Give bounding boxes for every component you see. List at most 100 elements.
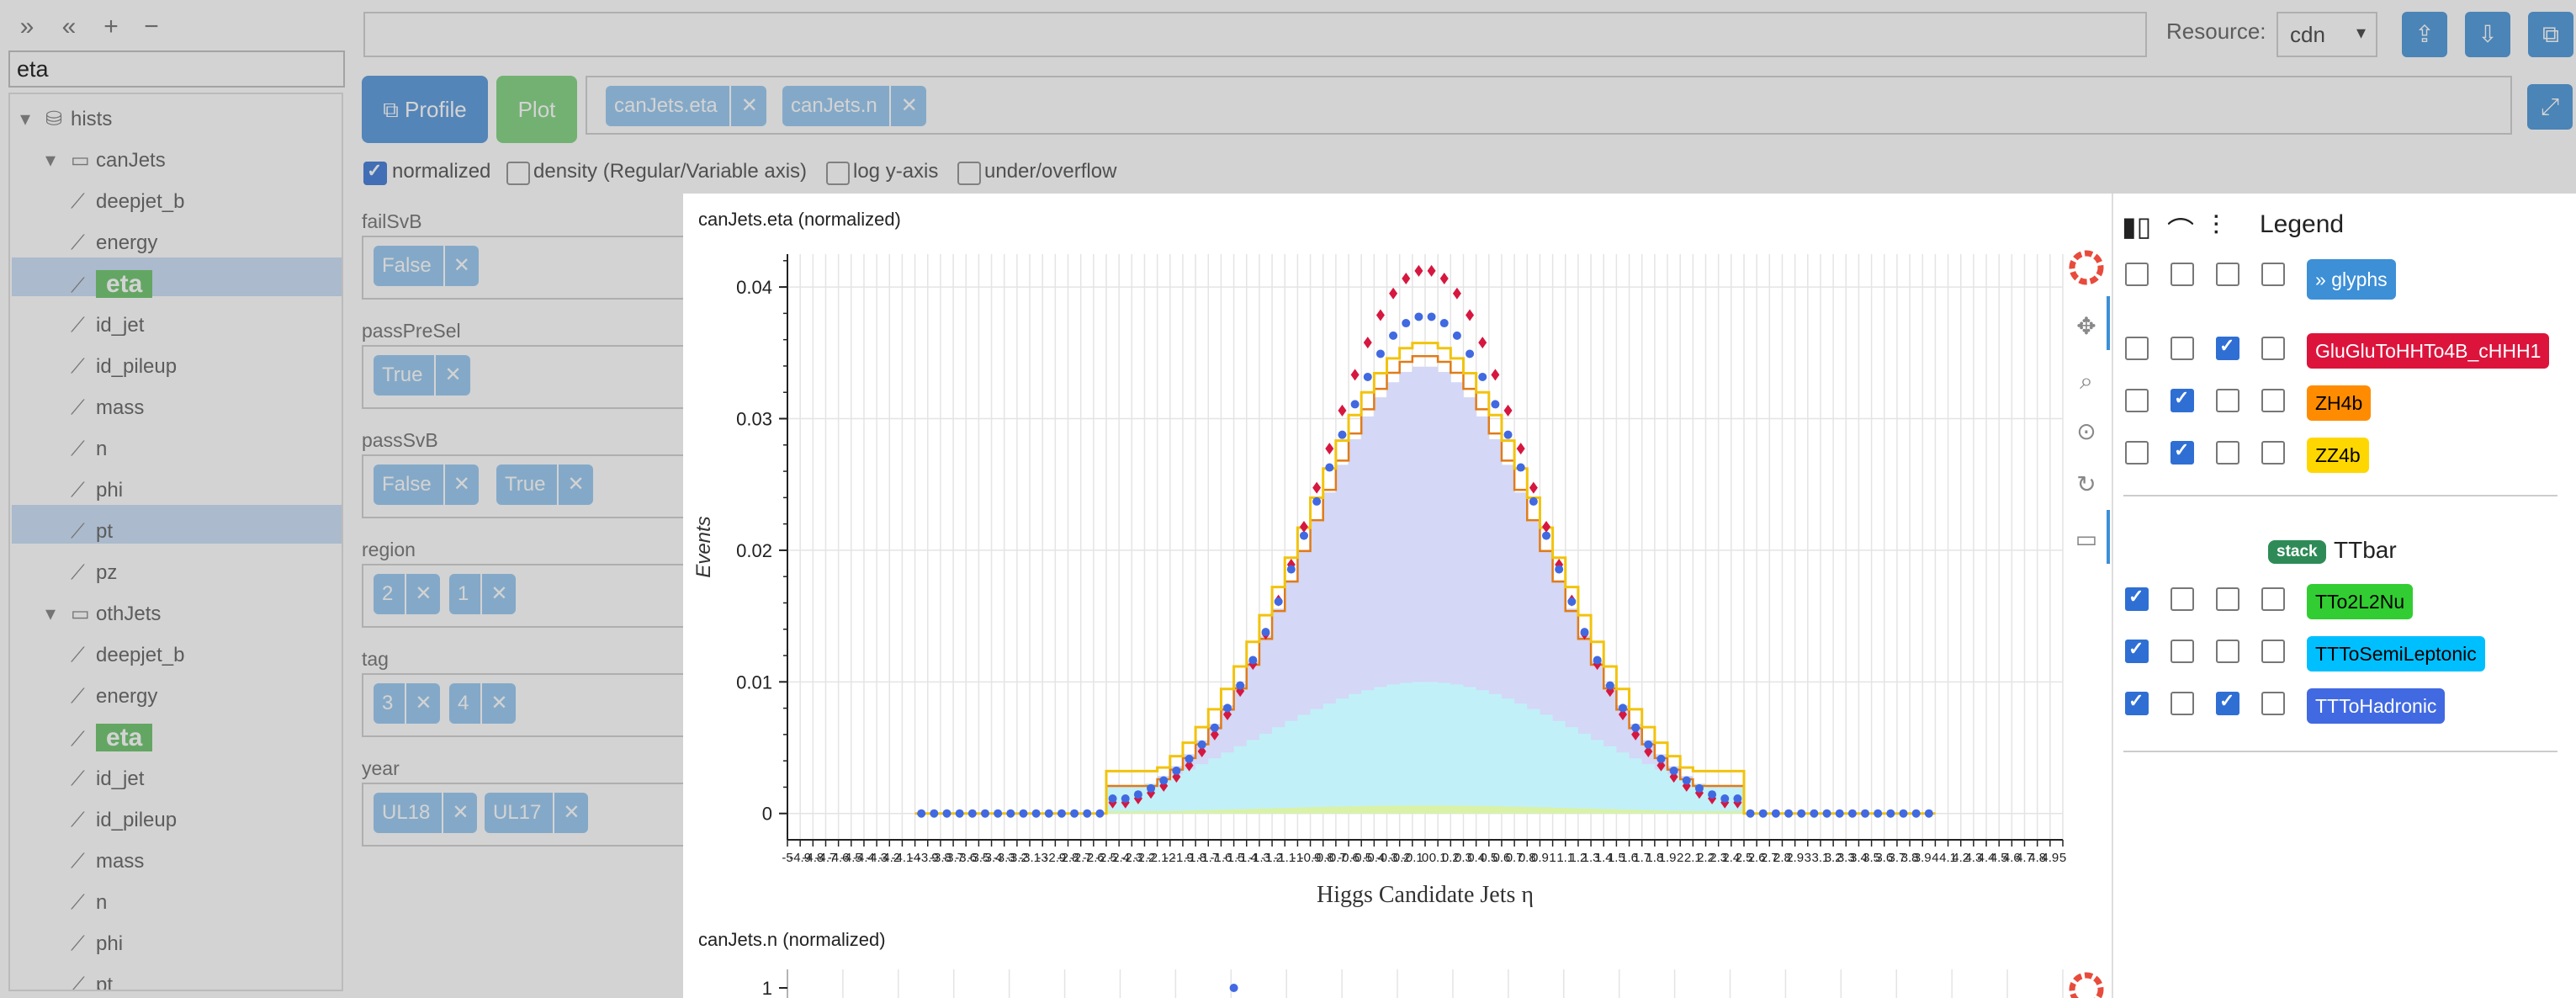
path-input[interactable]	[363, 12, 2147, 57]
tree-node-hist[interactable]: ⟋ deepjet_b	[71, 637, 184, 674]
filter-chip[interactable]: True ✕	[496, 464, 593, 505]
tree-node-hist[interactable]: ⟋ id_jet	[71, 307, 144, 344]
expand-all-icon[interactable]: «	[61, 13, 77, 40]
tree-node-hist[interactable]: ⟋ id_pileup	[71, 802, 177, 839]
legend-checkbox[interactable]	[2125, 389, 2149, 412]
legend-entry-ZH4b[interactable]: ZH4b	[2307, 385, 2372, 421]
filter-chip[interactable]: 3 ✕	[374, 683, 441, 724]
legend-checkbox[interactable]	[2216, 441, 2239, 464]
legend-checkbox[interactable]	[2261, 263, 2285, 286]
tree-node-hist[interactable]: ⟋ n	[71, 431, 107, 468]
legend-checkbox[interactable]	[2261, 441, 2285, 464]
filter-select-tag[interactable]: 3 ✕ 4 ✕	[362, 673, 685, 737]
caret-down-icon[interactable]: ▾	[45, 603, 56, 625]
tree-node-folder[interactable]: ▾ ▭ othJets	[45, 596, 161, 633]
legend-checkbox[interactable]	[2171, 337, 2194, 360]
remove-chip-icon[interactable]: ✕	[888, 86, 918, 126]
remove-chip-icon[interactable]: ✕	[405, 574, 432, 614]
tree-node-hist[interactable]: ⟋ eta	[71, 719, 153, 756]
tree-node-hist[interactable]: ⟋ pz	[71, 555, 117, 592]
legend-checkbox[interactable]	[2216, 389, 2239, 412]
tree-node-hist[interactable]: ⟋ mass	[71, 843, 144, 880]
filter-chip[interactable]: UL18 ✕	[374, 793, 478, 833]
remove-chip-icon[interactable]: ✕	[442, 793, 469, 833]
legend-checkbox[interactable]	[2171, 640, 2194, 663]
hist-chip[interactable]: canJets.eta ✕	[606, 86, 766, 126]
tree-node-folder[interactable]: ▾ ▭ canJets	[45, 142, 166, 179]
filter-select-region[interactable]: 2 ✕ 1 ✕	[362, 564, 685, 628]
legend-checkbox[interactable]	[2125, 586, 2149, 611]
legend-entry-TTToHadronic[interactable]: TTToHadronic	[2307, 688, 2446, 724]
legend-checkbox[interactable]	[2261, 389, 2285, 412]
fullscreen-icon[interactable]: ⤢	[2527, 84, 2573, 130]
tree-node-db[interactable]: ▾ ⛁ hists	[20, 101, 112, 138]
filter-select-passSvB[interactable]: False ✕ True ✕	[362, 454, 685, 518]
tree-node-hist[interactable]: ⟋ n	[71, 884, 107, 921]
remove-chip-icon[interactable]: ✕	[729, 86, 758, 126]
caret-down-icon[interactable]: ▾	[45, 149, 56, 172]
tree-node-hist[interactable]: ⟋ id_pileup	[71, 348, 177, 385]
legend-checkbox[interactable]	[2261, 587, 2285, 611]
filter-chip[interactable]: UL17 ✕	[485, 793, 589, 833]
filter-chip[interactable]: 1 ✕	[449, 574, 517, 614]
legend-checkbox[interactable]	[2125, 263, 2149, 286]
legend-checkbox[interactable]	[2216, 335, 2239, 360]
add-icon[interactable]: +	[103, 13, 119, 40]
remove-chip-icon[interactable]: ✕	[480, 683, 507, 724]
legend-checkbox[interactable]	[2125, 441, 2149, 464]
selected-hists-box[interactable]: canJets.eta ✕ canJets.n ✕	[586, 76, 2512, 135]
filter-chip[interactable]: False ✕	[374, 246, 479, 286]
tree-node-hist[interactable]: ⟋ id_jet	[71, 761, 144, 798]
tree-node-hist[interactable]: ⟋ pt	[71, 513, 113, 550]
filter-select-year[interactable]: UL18 ✕ UL17 ✕	[362, 783, 685, 847]
filter-chip[interactable]: True ✕	[374, 355, 470, 395]
log-y-checkbox[interactable]	[826, 162, 850, 185]
density-checkbox[interactable]	[506, 162, 530, 185]
remove-chip-icon[interactable]: ✕	[405, 683, 432, 724]
line-chart-icon[interactable]: ⌒	[2167, 216, 2195, 247]
bar-chart-icon[interactable]: ▮▯	[2122, 211, 2152, 242]
remove-chip-icon[interactable]: ✕	[443, 246, 470, 286]
remove-chip-icon[interactable]: ✕	[480, 574, 507, 614]
profile-button[interactable]: ⧉ Profile	[362, 76, 488, 143]
tree-node-hist[interactable]: ⟋ energy	[71, 225, 157, 262]
legend-checkbox[interactable]	[2171, 263, 2194, 286]
remove-icon[interactable]: −	[144, 13, 159, 40]
open-external-icon[interactable]: ⧉	[2528, 12, 2573, 57]
tree-node-hist[interactable]: ⟋ eta	[71, 266, 153, 303]
remove-chip-icon[interactable]: ✕	[443, 464, 470, 505]
tree-node-hist[interactable]: ⟋ energy	[71, 678, 157, 715]
upload-icon[interactable]: ⇪	[2402, 12, 2447, 57]
legend-checkbox[interactable]	[2171, 439, 2194, 464]
normalized-checkbox[interactable]	[363, 160, 387, 185]
legend-entry-GluGluToHHTo4B_cHHH1[interactable]: GluGluToHHTo4B_cHHH1	[2307, 333, 2550, 369]
download-icon[interactable]: ⇩	[2465, 12, 2510, 57]
glyphs-button[interactable]: » glyphs	[2307, 259, 2396, 300]
tree-filter-input[interactable]	[8, 50, 345, 88]
under-overflow-checkbox[interactable]	[957, 162, 981, 185]
legend-entry-TTo2L2Nu[interactable]: TTo2L2Nu	[2307, 584, 2414, 619]
plot-button[interactable]: Plot	[496, 76, 577, 143]
legend-entry-TTToSemiLeptonic[interactable]: TTToSemiLeptonic	[2307, 636, 2485, 672]
resource-select[interactable]: cdn ▾	[2277, 12, 2377, 57]
legend-checkbox[interactable]	[2125, 337, 2149, 360]
legend-checkbox[interactable]	[2261, 337, 2285, 360]
legend-checkbox[interactable]	[2125, 690, 2149, 715]
legend-checkbox[interactable]	[2216, 263, 2239, 286]
collapse-all-icon[interactable]: »	[19, 13, 34, 40]
legend-checkbox[interactable]	[2216, 640, 2239, 663]
filter-chip[interactable]: 2 ✕	[374, 574, 441, 614]
legend-checkbox[interactable]	[2171, 692, 2194, 715]
remove-chip-icon[interactable]: ✕	[557, 464, 585, 505]
remove-chip-icon[interactable]: ✕	[434, 355, 462, 395]
legend-checkbox[interactable]	[2261, 640, 2285, 663]
legend-checkbox[interactable]	[2216, 587, 2239, 611]
filter-select-failSvB[interactable]: False ✕	[362, 236, 685, 300]
legend-checkbox[interactable]	[2261, 692, 2285, 715]
tree-node-hist[interactable]: ⟋ phi	[71, 472, 123, 509]
legend-checkbox[interactable]	[2125, 638, 2149, 663]
filter-chip[interactable]: 4 ✕	[449, 683, 517, 724]
legend-checkbox[interactable]	[2171, 587, 2194, 611]
filter-select-passPreSel[interactable]: True ✕	[362, 345, 685, 409]
legend-entry-ZZ4b[interactable]: ZZ4b	[2307, 438, 2369, 473]
